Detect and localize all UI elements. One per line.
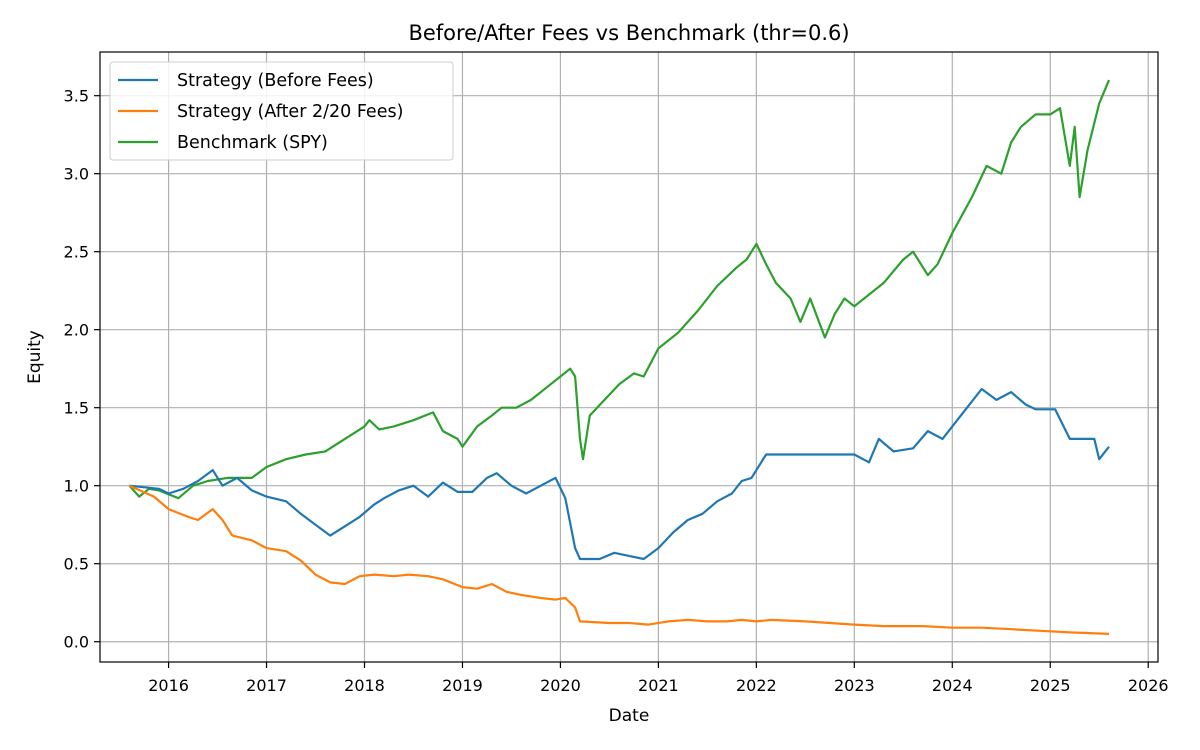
- series-line-0: [129, 387, 1110, 561]
- y-tick-label: 2.0: [64, 321, 89, 340]
- y-tick-label: 1.5: [64, 399, 89, 418]
- chart-title: Before/After Fees vs Benchmark (thr=0.6): [408, 21, 849, 45]
- legend: Strategy (Before Fees) Strategy (After 2/…: [109, 61, 454, 161]
- series-line-2: [128, 79, 1111, 500]
- x-tick-label: 2022: [736, 676, 777, 695]
- x-tick-label: 2020: [540, 676, 581, 695]
- x-tick-label: 2025: [1030, 676, 1071, 695]
- series-lines: [128, 79, 1111, 635]
- x-tick-label: 2018: [344, 676, 385, 695]
- x-axis-ticks: 2016 2017 2018 2019 2020 2021 2022 2023 2024 2025…: [148, 662, 1169, 695]
- y-tick-label: 3.0: [64, 165, 89, 184]
- y-axis-ticks: 0.0 0.5 1.0 1.5 2.0 2.5 3.0 3.5: [64, 87, 100, 652]
- y-axis-label: Equity: [25, 330, 45, 384]
- y-tick-label: 0.0: [64, 633, 89, 652]
- legend-label: Benchmark (SPY): [177, 133, 328, 153]
- plot-frame: [99, 51, 1159, 663]
- legend-box: [109, 61, 454, 161]
- x-tick-label: 2026: [1128, 676, 1169, 695]
- x-tick-label: 2024: [932, 676, 973, 695]
- y-tick-label: 2.5: [64, 243, 89, 262]
- y-tick-label: 1.0: [64, 477, 89, 496]
- x-tick-label: 2016: [148, 676, 189, 695]
- y-tick-label: 0.5: [64, 555, 89, 574]
- x-tick-label: 2023: [834, 676, 875, 695]
- x-tick-label: 2019: [442, 676, 483, 695]
- legend-label: Strategy (Before Fees): [177, 71, 374, 91]
- x-axis-label: Date: [609, 706, 650, 726]
- legend-label: Strategy (After 2/20 Fees): [177, 102, 403, 122]
- x-tick-label: 2017: [246, 676, 287, 695]
- y-tick-label: 3.5: [64, 87, 89, 106]
- x-tick-label: 2021: [638, 676, 679, 695]
- series-line-1: [128, 484, 1110, 635]
